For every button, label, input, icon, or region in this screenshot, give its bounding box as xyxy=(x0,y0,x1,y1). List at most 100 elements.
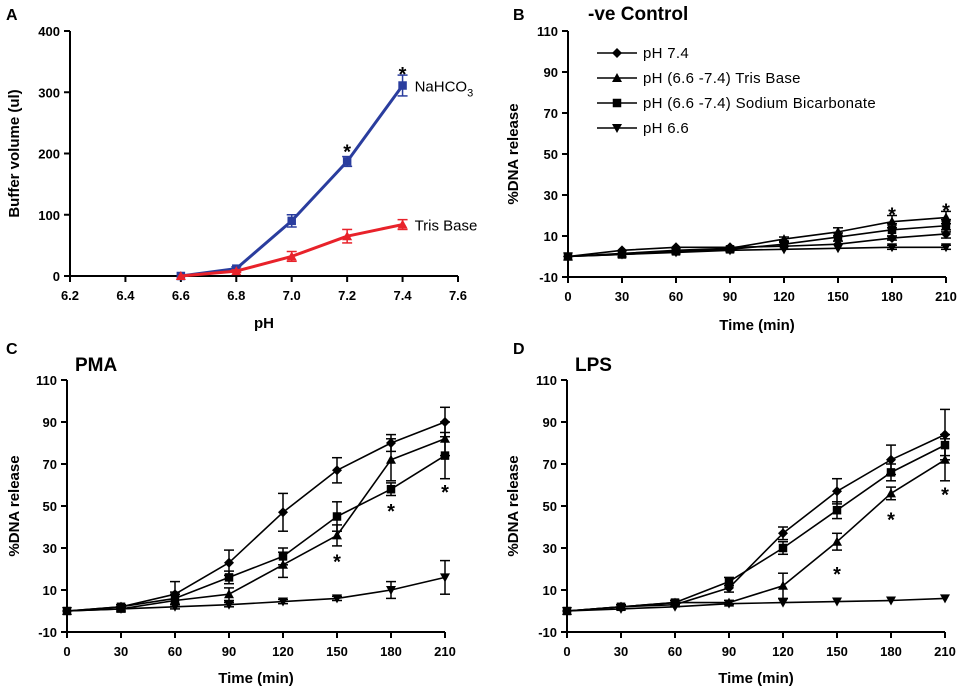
data-point xyxy=(287,216,296,226)
x-tick-label: 120 xyxy=(772,644,794,659)
x-axis-title: Time (min) xyxy=(718,670,794,687)
data-point xyxy=(62,607,72,616)
legend-marker xyxy=(612,98,622,108)
series-line xyxy=(66,438,446,612)
x-tick-label: 6.2 xyxy=(61,288,79,303)
series-1: Tris Base xyxy=(175,218,477,280)
y-tick-label: 100 xyxy=(38,208,60,223)
data-point xyxy=(398,81,407,90)
data-point xyxy=(671,248,681,258)
y-axis-title: %DNA release xyxy=(505,455,522,556)
data-point xyxy=(562,607,572,616)
legend-marker xyxy=(612,124,622,133)
series-line xyxy=(566,459,946,612)
series-2 xyxy=(562,433,950,616)
data-point xyxy=(886,468,896,477)
data-point xyxy=(342,231,353,241)
panel-letter: B xyxy=(513,7,525,24)
data-point xyxy=(670,602,680,612)
chart-title: PMA xyxy=(75,355,118,376)
significance-marker: * xyxy=(941,484,949,506)
x-tick-label: 6.6 xyxy=(172,288,190,303)
y-tick-label: 10 xyxy=(43,583,57,598)
y-tick-label: 0 xyxy=(53,269,60,284)
x-tick-label: 90 xyxy=(723,289,737,304)
x-tick-label: 6.4 xyxy=(116,288,135,303)
x-tick-label: 30 xyxy=(114,644,128,659)
y-tick-label: 30 xyxy=(544,188,558,203)
x-tick-label: 7.6 xyxy=(449,288,467,303)
panel-a: A 6.2 6.4 6.6 6.8 7.0 7.2 7.4 7.6 0 100 200 300 400 pH… xyxy=(6,7,477,332)
series-line xyxy=(66,454,446,612)
data-point xyxy=(116,604,126,614)
legend: pH 7.4 pH (6.6 -7.4) Tris Base pH (6.6 -7.… xyxy=(597,45,876,137)
data-point xyxy=(286,251,297,261)
chart-title: LPS xyxy=(575,355,612,376)
x-tick-label: 150 xyxy=(827,289,849,304)
y-tick-label: 110 xyxy=(537,24,558,39)
data-point xyxy=(175,271,186,280)
chart-title: -ve Control xyxy=(588,4,688,25)
data-point xyxy=(616,604,626,614)
significance-marker: * xyxy=(387,501,395,523)
data-point xyxy=(887,243,897,253)
significance-marker: * xyxy=(399,64,407,86)
y-tick-label: 200 xyxy=(38,147,60,162)
series-line xyxy=(567,216,947,258)
x-tick-label: 180 xyxy=(380,644,402,659)
legend-marker xyxy=(612,48,622,58)
data-point xyxy=(278,507,288,518)
data-point xyxy=(832,597,842,607)
y-axis-title: %DNA release xyxy=(6,455,23,556)
data-point xyxy=(224,589,234,599)
y-tick-label: -10 xyxy=(38,625,57,640)
data-point xyxy=(886,454,896,465)
data-point xyxy=(832,486,842,497)
x-tick-label: 7.0 xyxy=(283,288,301,303)
panel-c: C PMA 0 30 60 90 120 150 180 210 -10 10 30 50 70 90 110 T… xyxy=(6,341,456,687)
data-point xyxy=(386,586,396,595)
y-tick-label: 10 xyxy=(543,583,557,598)
data-point xyxy=(170,594,180,603)
y-tick-label: 30 xyxy=(43,541,57,556)
x-tick-label: 30 xyxy=(614,644,628,659)
data-point xyxy=(940,440,950,450)
y-axis-title: Buffer volume (ul) xyxy=(6,89,23,217)
data-point xyxy=(563,252,573,262)
data-point xyxy=(386,484,396,494)
data-point xyxy=(778,543,788,553)
significance-marker: * xyxy=(887,510,895,532)
x-tick-label: 120 xyxy=(272,644,294,659)
data-point xyxy=(617,250,627,260)
y-tick-label: 30 xyxy=(543,541,557,556)
x-axis-title: Time (min) xyxy=(719,317,795,334)
x-tick-label: 60 xyxy=(168,644,182,659)
y-tick-label: 50 xyxy=(43,499,57,514)
x-tick-label: 120 xyxy=(773,289,795,304)
data-point xyxy=(833,244,843,254)
y-tick-label: 90 xyxy=(43,415,57,430)
x-tick-label: 90 xyxy=(222,644,236,659)
data-point xyxy=(170,602,180,612)
legend-label: pH 7.4 xyxy=(643,45,689,62)
x-axis-title: pH xyxy=(254,315,274,332)
x-tick-label: 6.8 xyxy=(227,288,245,303)
data-point xyxy=(941,243,951,253)
data-point xyxy=(397,219,408,229)
data-point xyxy=(779,245,789,255)
y-tick-label: 90 xyxy=(544,65,558,80)
y-tick-label: 300 xyxy=(38,85,60,100)
series-line xyxy=(66,576,446,612)
x-tick-label: 30 xyxy=(615,289,629,304)
x-tick-label: 180 xyxy=(881,289,903,304)
y-tick-label: 10 xyxy=(544,229,558,244)
y-tick-label: 50 xyxy=(543,499,557,514)
data-point xyxy=(332,512,342,521)
data-point xyxy=(725,246,735,256)
x-axis-title: Time (min) xyxy=(218,670,294,687)
data-point xyxy=(778,580,788,590)
series-0: NaHCO3 xyxy=(176,74,473,281)
data-point xyxy=(231,266,242,276)
data-point xyxy=(833,232,843,242)
x-tick-label: 0 xyxy=(564,289,571,304)
